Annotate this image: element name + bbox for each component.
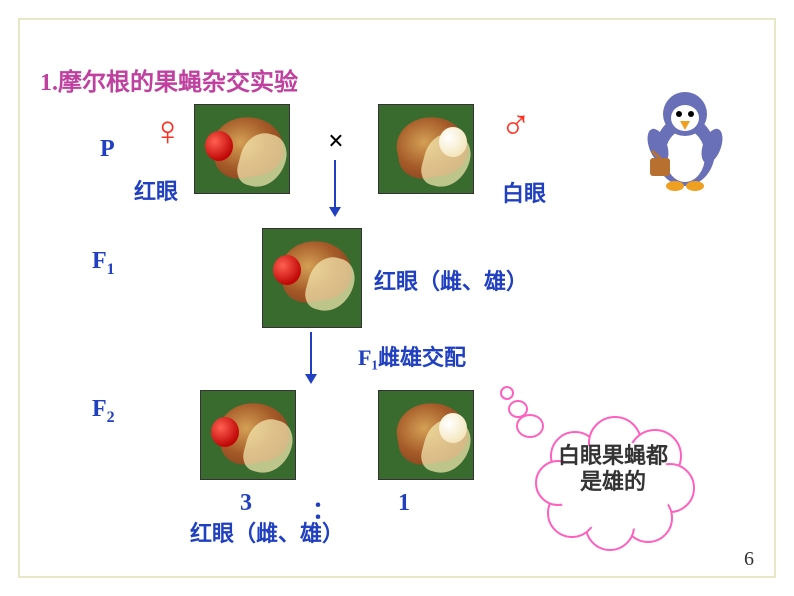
arrow-F1-to-F2: [310, 332, 312, 382]
ratio-3: 3: [240, 490, 252, 517]
fly-P-female-red: [194, 104, 290, 194]
penguin-mascot: [640, 86, 730, 196]
generation-F2: F2: [92, 396, 115, 427]
fly-P-male-white: [378, 104, 474, 194]
f2-red-label: 红眼（雌、雄）: [190, 516, 344, 548]
f1-letter: F: [92, 248, 107, 274]
page-number: 6: [744, 548, 754, 571]
f1-sub: 1: [107, 261, 115, 278]
f2-sub: 2: [107, 409, 115, 426]
fly-F2-white: [378, 390, 474, 480]
male-symbol: ♂: [500, 102, 532, 150]
fly-F1-red: [262, 228, 362, 328]
f1-cross-label: F₁雌雄交配: [358, 340, 466, 372]
female-symbol: ♀: [152, 108, 184, 156]
ratio-1: 1: [398, 490, 410, 517]
f1-result-label: 红眼（雌、雄）: [374, 264, 528, 296]
generation-P: P: [100, 136, 115, 163]
red-eye-label-P: 红眼: [134, 174, 178, 206]
fly-F2-red: [200, 390, 296, 480]
cross-symbol: ×: [328, 126, 344, 158]
arrow-P-to-F1: [334, 160, 336, 215]
slide-title: 1.摩尔根的果蝇杂交实验: [40, 62, 298, 97]
f2-letter: F: [92, 396, 107, 422]
white-eye-label-P: 白眼: [502, 176, 546, 208]
generation-F1: F1: [92, 248, 115, 279]
cloud-text: 白眼果蝇都是雄的: [558, 443, 668, 496]
thought-bubble: 白眼果蝇都是雄的: [520, 408, 720, 558]
